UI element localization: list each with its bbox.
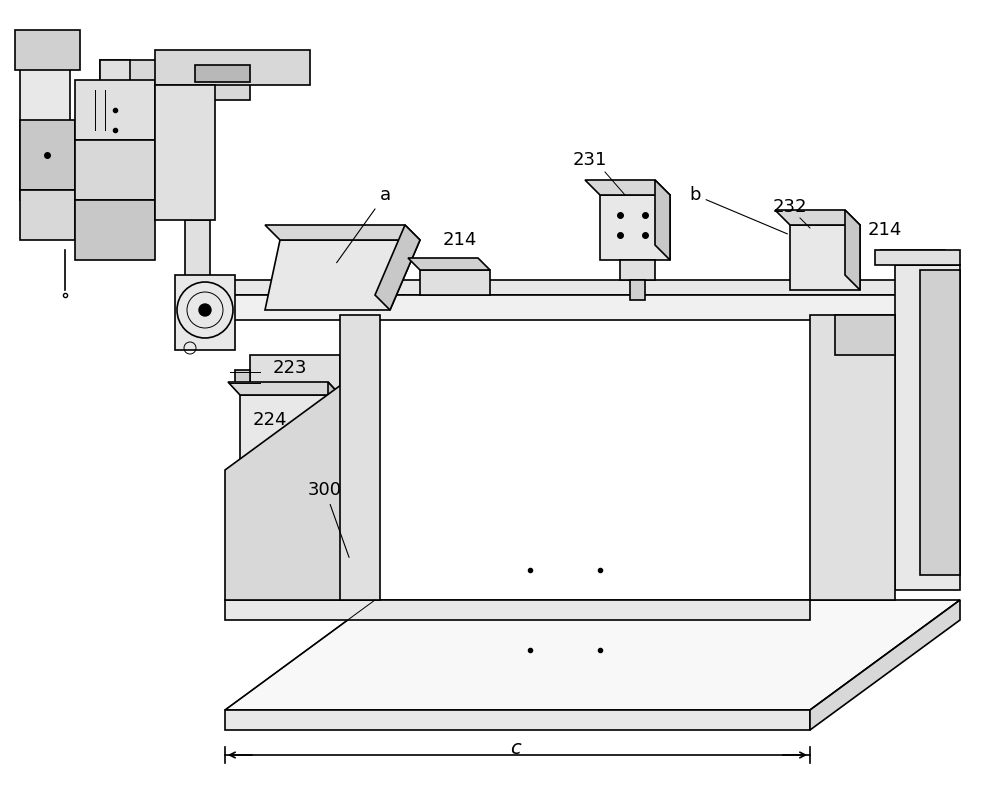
Polygon shape [195,295,955,320]
Text: 231: 231 [573,151,607,169]
Text: 223: 223 [273,359,307,377]
Polygon shape [265,240,420,310]
Polygon shape [15,30,80,70]
Polygon shape [845,210,860,290]
Polygon shape [180,280,955,295]
Circle shape [199,304,211,316]
Text: 300: 300 [308,481,349,557]
Polygon shape [225,600,960,710]
Polygon shape [155,50,310,85]
Polygon shape [880,250,960,265]
Text: c: c [510,739,520,758]
Polygon shape [375,225,420,310]
Polygon shape [875,250,960,265]
Polygon shape [155,85,215,220]
Polygon shape [20,120,75,190]
Polygon shape [75,80,155,140]
Polygon shape [100,60,130,250]
Polygon shape [420,270,490,295]
Text: 214: 214 [868,221,902,239]
Polygon shape [225,600,810,620]
Polygon shape [810,315,895,600]
Polygon shape [600,195,670,260]
Polygon shape [340,315,380,600]
Polygon shape [328,382,340,460]
Polygon shape [20,50,70,200]
Polygon shape [250,355,340,400]
Polygon shape [225,360,375,600]
Polygon shape [775,210,860,225]
Polygon shape [228,382,340,395]
Text: a: a [337,186,391,262]
Text: 224: 224 [253,411,287,429]
Polygon shape [895,265,960,590]
Polygon shape [75,200,155,260]
Polygon shape [235,370,250,385]
Polygon shape [100,60,250,100]
Polygon shape [630,280,645,300]
Polygon shape [408,258,490,270]
Polygon shape [790,225,860,290]
Text: b: b [689,186,787,234]
Polygon shape [185,220,210,320]
Polygon shape [585,180,670,195]
Polygon shape [20,190,75,240]
Polygon shape [195,65,250,82]
Text: 214: 214 [443,231,477,249]
Polygon shape [920,270,960,575]
Polygon shape [835,315,895,355]
Polygon shape [75,140,155,200]
Polygon shape [810,600,960,730]
Polygon shape [240,395,340,460]
Polygon shape [620,260,655,280]
Text: 232: 232 [773,198,807,216]
Polygon shape [175,275,235,350]
Polygon shape [655,180,670,260]
Polygon shape [225,710,810,730]
Polygon shape [265,225,420,240]
